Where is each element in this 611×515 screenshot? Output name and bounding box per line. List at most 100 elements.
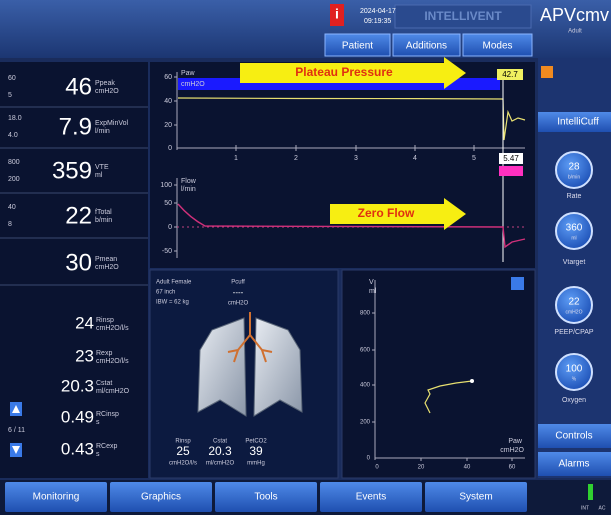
setting-name: Vtarget bbox=[563, 259, 586, 266]
tab-label: Additions bbox=[406, 41, 447, 52]
axis-unit: ml bbox=[369, 288, 377, 295]
setting-unit: % bbox=[572, 376, 577, 382]
nav-button[interactable] bbox=[215, 482, 317, 512]
nav-button[interactable] bbox=[425, 482, 527, 512]
monitoring-panel bbox=[0, 62, 148, 478]
param-value: 39 bbox=[249, 444, 263, 458]
setting-knob[interactable] bbox=[555, 151, 593, 189]
setting-name: PEEP/CPAP bbox=[554, 329, 593, 336]
loop-icon[interactable] bbox=[511, 277, 524, 290]
x-tick-label: 4 bbox=[413, 155, 417, 162]
cuff-icon[interactable] bbox=[541, 66, 553, 78]
nav-label: Monitoring bbox=[33, 492, 80, 503]
date: 2024-04-17 bbox=[360, 8, 396, 15]
nav-button[interactable] bbox=[5, 482, 107, 512]
y-tick-label: 20 bbox=[164, 122, 172, 129]
param-unit: cmH2O/l/s bbox=[96, 325, 129, 332]
param-value: 46 bbox=[65, 73, 92, 100]
readout: 5.47 bbox=[503, 154, 519, 163]
brand-box bbox=[394, 4, 532, 29]
x-tick-label: 40 bbox=[464, 465, 471, 471]
curve-unit: l/min bbox=[181, 186, 196, 193]
setting-knob[interactable] bbox=[555, 286, 593, 324]
y-tick-label: 100 bbox=[160, 182, 172, 189]
param-value: 0.43 bbox=[61, 439, 94, 458]
intellicuff-button[interactable] bbox=[538, 112, 611, 132]
mode: APVcmv bbox=[540, 5, 609, 25]
cuff-value: ---- bbox=[233, 288, 244, 297]
param-name: Ppeak bbox=[95, 80, 115, 87]
param-value: 20.3 bbox=[61, 376, 94, 395]
alarm-high: 18.0 bbox=[8, 115, 22, 122]
param-value: 359 bbox=[52, 157, 92, 184]
tab-button[interactable] bbox=[392, 33, 461, 57]
down-arrow bbox=[12, 446, 20, 454]
axis-unit: cmH2O bbox=[500, 447, 524, 454]
intellicuff-label: IntelliCuff bbox=[557, 117, 599, 128]
y-tick-label: -50 bbox=[162, 248, 172, 255]
info-icon[interactable] bbox=[330, 4, 344, 26]
param-name: fTotal bbox=[95, 209, 112, 216]
loop-panel bbox=[341, 269, 536, 479]
row-separators bbox=[0, 106, 148, 286]
setting-name: Oxygen bbox=[562, 397, 586, 404]
x-tick-label: 2 bbox=[294, 155, 298, 162]
nav-button[interactable] bbox=[110, 482, 212, 512]
nav-label: Tools bbox=[254, 492, 277, 503]
axis-label: V bbox=[369, 279, 374, 286]
airways bbox=[227, 312, 273, 363]
flow-trace bbox=[177, 203, 526, 249]
right-lung bbox=[253, 317, 303, 417]
param-name: RCinsp bbox=[96, 411, 119, 418]
zero-flow-arrow bbox=[330, 198, 466, 230]
y-tick-label: 0 bbox=[168, 224, 172, 231]
alarm-high: 40 bbox=[8, 204, 16, 211]
y-tick-label: 800 bbox=[360, 311, 371, 317]
y-tick-label: 200 bbox=[360, 420, 371, 426]
param-name: ExpMinVol bbox=[95, 120, 129, 127]
setting-value: 100 bbox=[566, 364, 583, 375]
y-tick-label: 60 bbox=[164, 74, 172, 81]
param-unit: cmH2O/l/s bbox=[169, 461, 197, 467]
setting-knob[interactable] bbox=[555, 212, 593, 250]
param-value: 20.3 bbox=[208, 444, 232, 458]
nav-button[interactable] bbox=[320, 482, 422, 512]
param-unit: ml/cmH2O bbox=[96, 388, 130, 395]
brand: INTELLIVENT bbox=[424, 9, 502, 23]
param-unit: cmH2O bbox=[95, 88, 119, 95]
setting-unit: cmH2O bbox=[566, 309, 583, 315]
setting-value: 28 bbox=[568, 162, 580, 173]
status-label: AC bbox=[599, 505, 606, 511]
battery bbox=[588, 484, 593, 500]
param-name: RCexp bbox=[96, 443, 118, 450]
loop-trace bbox=[424, 380, 473, 414]
cuff-unit: cmH2O bbox=[228, 301, 249, 307]
param-unit: ml bbox=[95, 172, 103, 179]
waveform-panel bbox=[150, 62, 535, 268]
alarms-button[interactable] bbox=[538, 452, 611, 476]
status-label: INT bbox=[581, 505, 589, 511]
x-tick-label: 3 bbox=[354, 155, 358, 162]
x-tick-label: 20 bbox=[418, 465, 425, 471]
info-letter: i bbox=[335, 6, 339, 22]
tab-button[interactable] bbox=[462, 33, 533, 57]
curve-label: Flow bbox=[181, 178, 197, 185]
setting-knob[interactable] bbox=[555, 353, 593, 391]
readout: 42.7 bbox=[502, 70, 518, 79]
button-label: Alarms bbox=[558, 459, 589, 470]
param-name: Cstat bbox=[213, 439, 227, 445]
axis-label: Paw bbox=[508, 438, 523, 445]
setting-value: 360 bbox=[566, 223, 583, 234]
page-indicator: 6 / 11 bbox=[8, 427, 25, 434]
x-tick-label: 0 bbox=[375, 465, 379, 471]
y-tick-label: 400 bbox=[360, 383, 371, 389]
param-name: Rexp bbox=[96, 350, 112, 357]
nav-label: System bbox=[459, 492, 492, 503]
patient-info: 67 inch bbox=[156, 290, 175, 296]
y-tick-label: 50 bbox=[164, 200, 172, 207]
alarm-high: 60 bbox=[8, 75, 16, 82]
y-tick-label: 0 bbox=[367, 456, 371, 462]
controls-button[interactable] bbox=[538, 424, 611, 448]
tab-button[interactable] bbox=[324, 33, 391, 57]
param-value: 0.49 bbox=[61, 407, 94, 426]
